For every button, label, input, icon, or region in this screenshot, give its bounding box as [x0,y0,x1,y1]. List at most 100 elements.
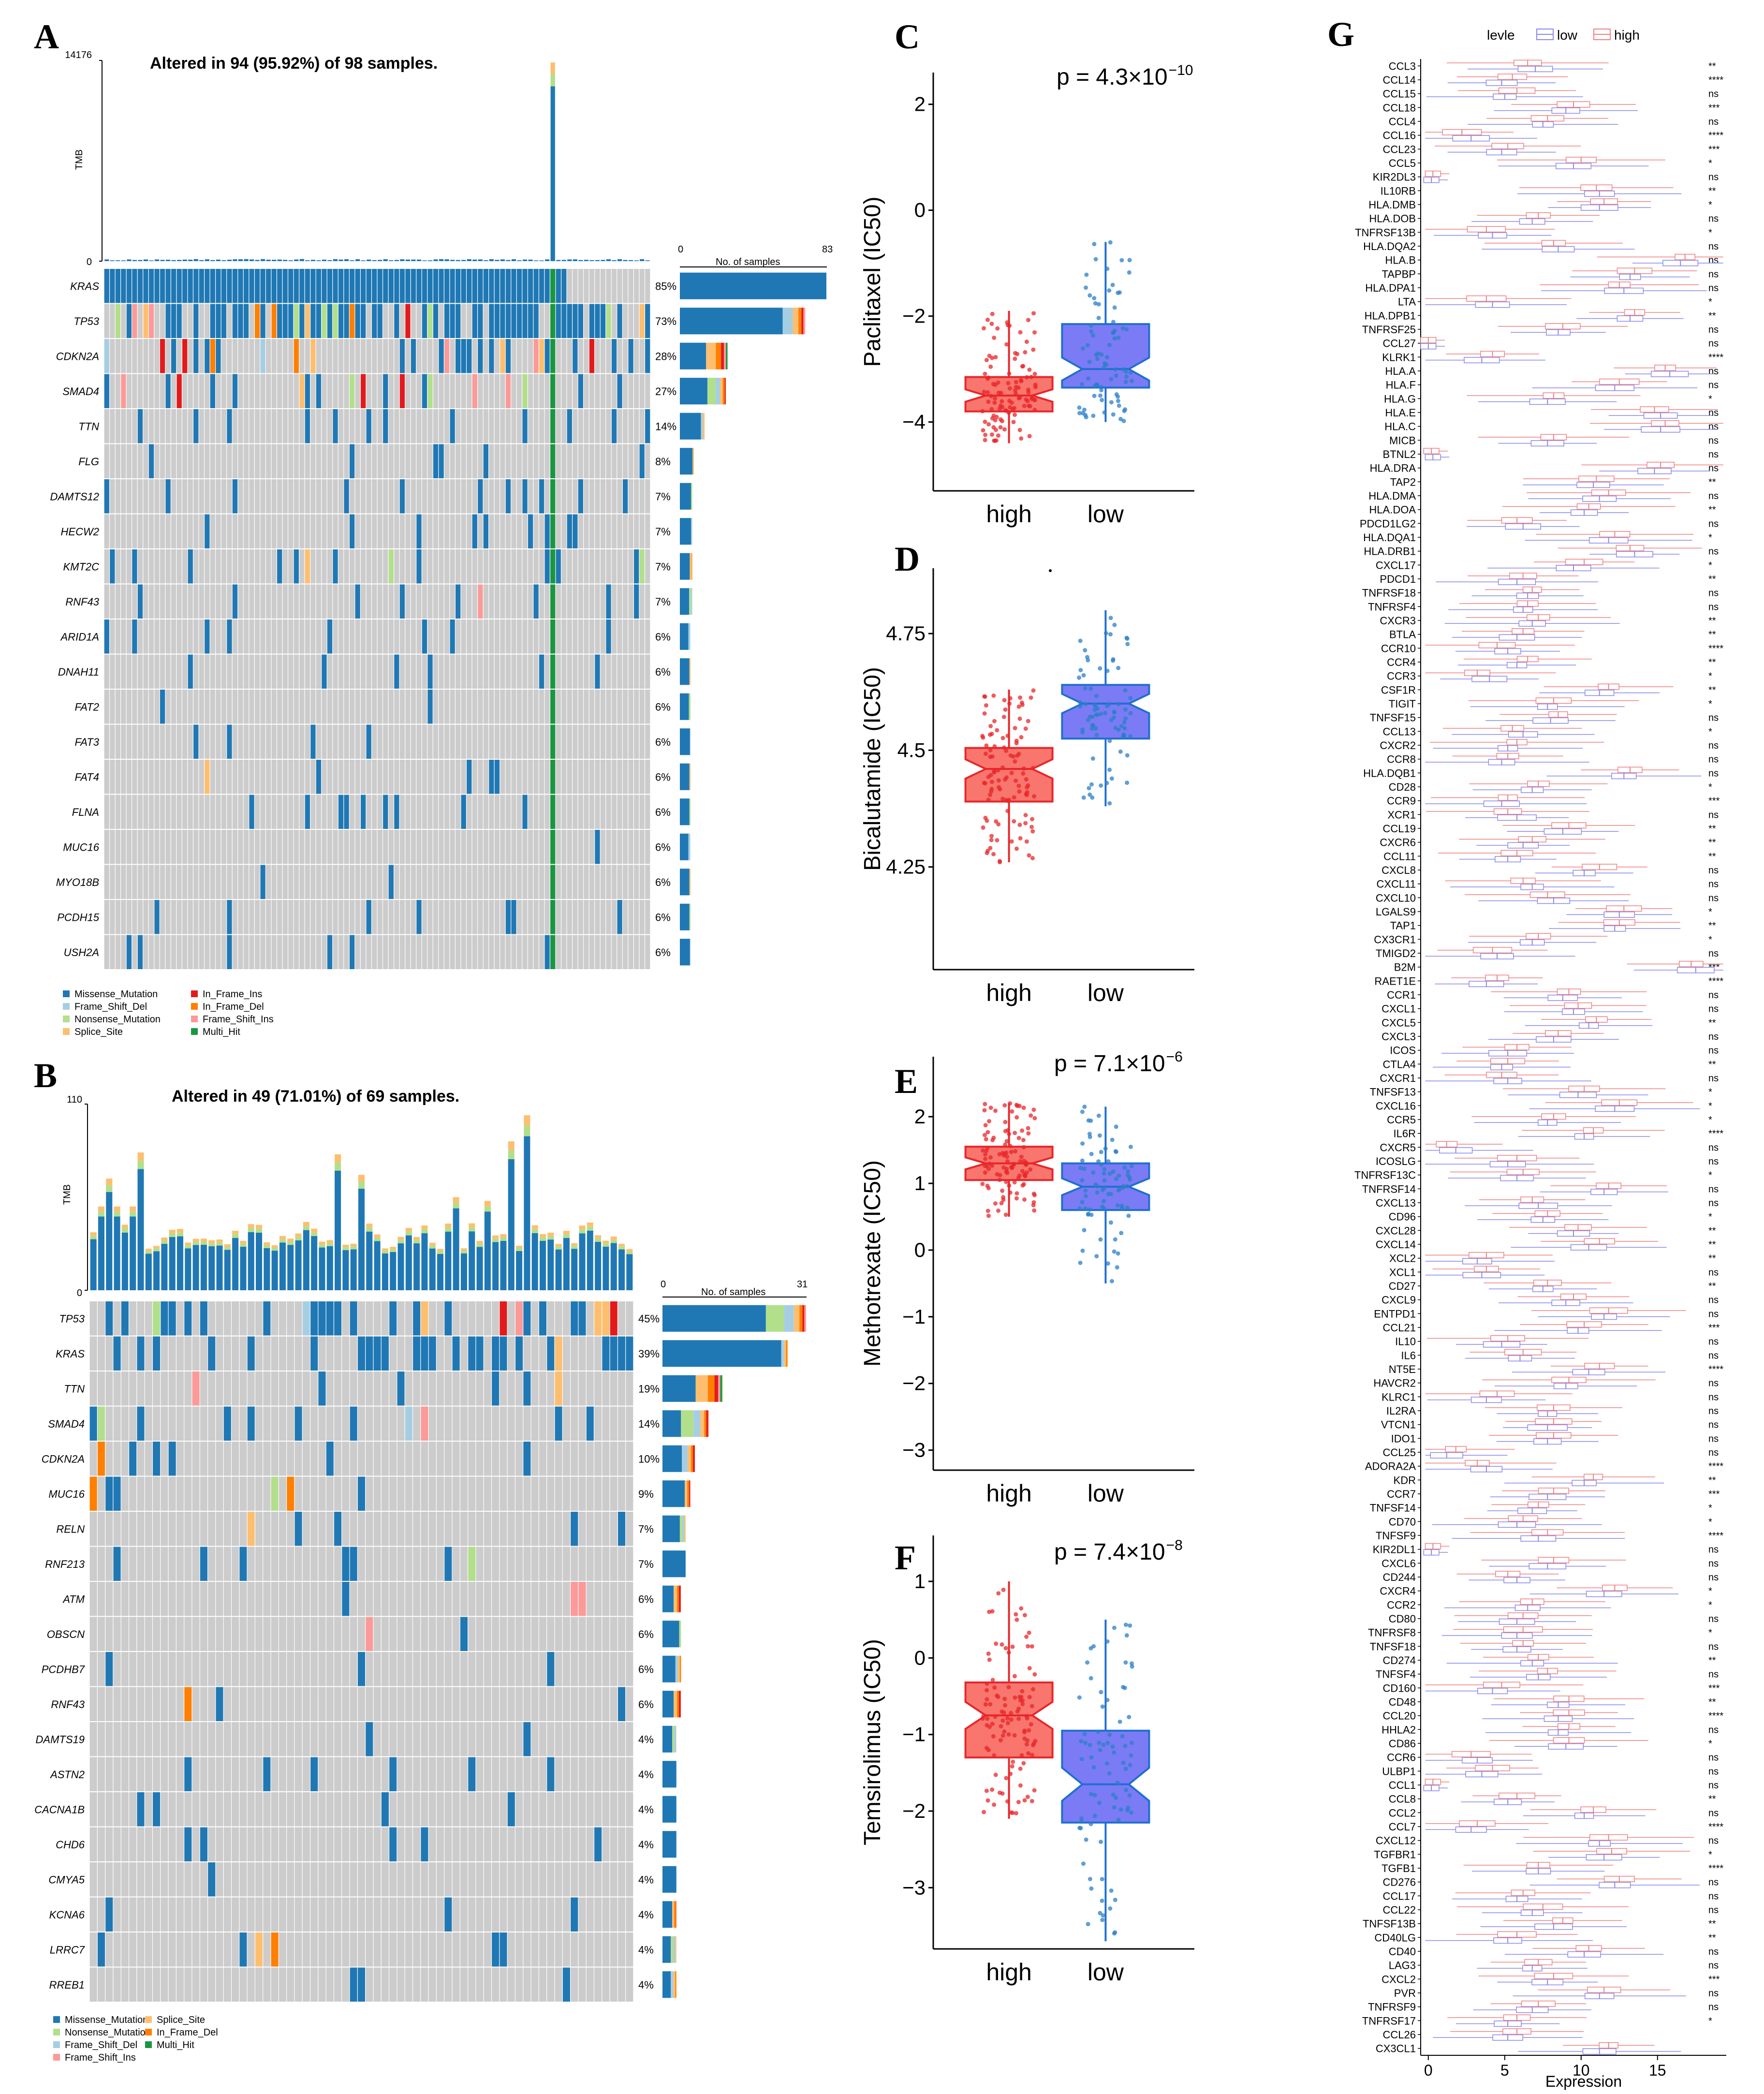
data-point [1109,400,1114,405]
data-point [996,390,1001,395]
data-point [1014,1617,1019,1622]
data-point [990,1787,995,1792]
data-point [1125,1173,1130,1178]
tmb-bar [563,1238,570,1290]
side-bar-other [722,378,725,405]
mutation-cell [515,1336,523,1371]
data-point [982,711,987,716]
mutation-cell [371,269,377,303]
significance-label: ** [1708,1697,1716,1708]
data-point [1025,1738,1030,1743]
data-point [1126,1213,1131,1218]
mutation-cell [120,269,127,303]
mutation-cell [605,304,612,338]
significance-label: **** [1708,75,1723,86]
data-point [1031,688,1036,693]
data-point [1005,1154,1010,1159]
mutation-cell [397,1371,405,1406]
data-point [1111,412,1116,417]
mutation-cell [578,479,584,514]
significance-label: * [1708,699,1712,709]
tmb-bar [539,1240,546,1290]
mutation-cell [427,690,433,724]
significance-label: ** [1708,1655,1716,1666]
data-point [1000,405,1005,410]
side-bar-missense [662,1340,781,1367]
significance-label: ns [1708,1295,1719,1306]
data-point [1116,1251,1120,1256]
gene-label: TNFRSF17 [1362,2015,1416,2027]
data-point [1100,1188,1105,1193]
tmb-bar-top [579,1225,586,1230]
tmb-bar [372,260,377,261]
mutation-cell [544,549,550,584]
data-point [1090,333,1095,338]
tmb-bar [344,259,349,261]
data-point [985,1130,990,1135]
gene-label: B2M [1394,961,1416,973]
mutation-cell [132,549,138,584]
tmb-bar [610,1243,617,1290]
significance-label: ns [1708,1808,1719,1818]
mutation-cell [412,1301,421,1336]
tmb-bar-top [145,1249,152,1252]
gene-label: CD40LG [1374,1932,1416,1944]
data-point [1077,700,1082,705]
data-point [1086,718,1090,723]
data-point [1107,288,1112,293]
tmb-bar [104,259,109,261]
y-tick-label: 4.5 [897,738,926,761]
tmb-bar-top [421,1225,428,1230]
data-point [1009,1711,1014,1715]
data-point [1121,1760,1126,1765]
data-point [1080,1109,1085,1114]
significance-label: ns [1708,740,1719,751]
mutation-cell [533,584,539,619]
mutation-cell [215,1687,224,1721]
data-point [1100,1704,1105,1709]
x-tick-label: high [986,501,1032,528]
data-point [1109,1279,1114,1283]
side-bar-other [673,1936,676,1963]
tmb-bar [587,1230,593,1290]
tmb-bar [272,260,277,261]
gene-label: CHD6 [56,1839,85,1851]
mutation-cell [394,654,400,689]
tmb-bar-mid [326,1243,333,1246]
tmb-bar [130,1216,136,1290]
data-point [1088,1792,1093,1797]
tmb-bar-top [114,1206,120,1212]
data-point [1001,714,1006,719]
data-point [1019,700,1024,705]
significance-label: * [1708,297,1712,308]
legend-swatch [145,2016,152,2023]
gene-label: CTLA4 [1383,1058,1416,1070]
data-point [1080,1141,1085,1146]
data-point [1032,794,1037,799]
significance-label: ns [1708,324,1719,335]
data-point [1001,1711,1006,1715]
tmb-bar-mid [610,1239,617,1243]
mutation-cell [305,549,310,584]
mutation-cell [438,269,444,303]
gene-label: CCL5 [1389,157,1416,169]
mutation-cell [523,1301,531,1336]
legend-label: Frame_Shift_Del [65,2040,137,2050]
significance-label: ** [1708,921,1716,931]
gene-label: CCL21 [1383,1322,1416,1334]
gene-label: HECW2 [61,526,99,538]
data-point [1023,1174,1028,1179]
gene-label: IL2RA [1386,1405,1416,1417]
side-bar-other [716,342,721,369]
data-point [1109,377,1114,382]
significance-label: ns [1708,588,1719,599]
data-point [1088,1207,1092,1212]
data-point [1117,403,1121,408]
tmb-bar [350,260,354,261]
mutation-cell [137,584,143,619]
mutation-cell [316,304,322,338]
data-point [987,1609,992,1614]
tmb-bar-mid [224,1247,231,1250]
mutation-cell [550,444,556,478]
